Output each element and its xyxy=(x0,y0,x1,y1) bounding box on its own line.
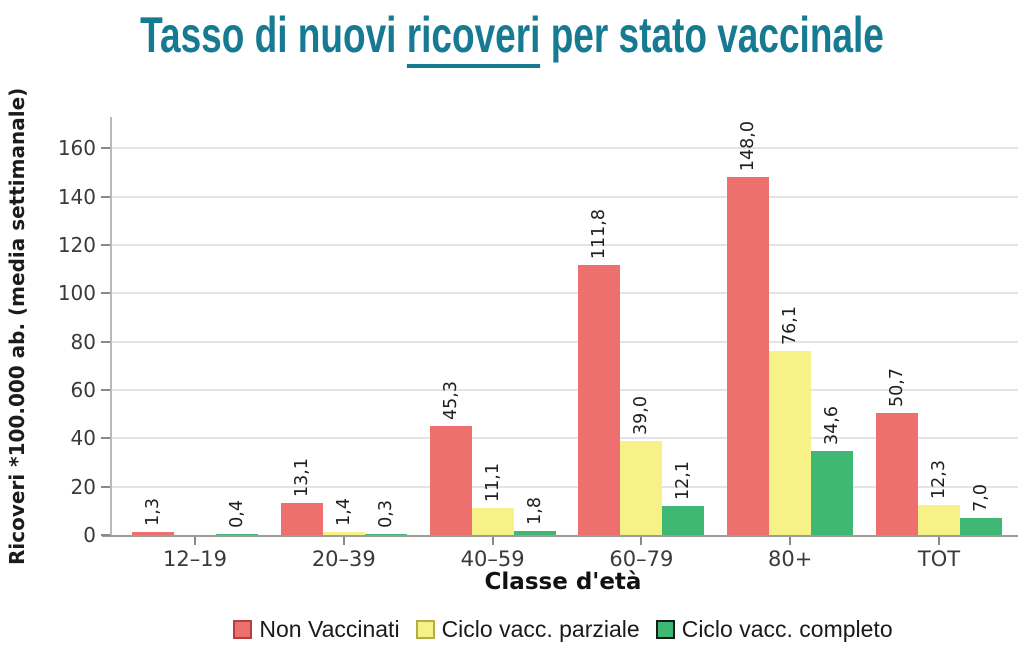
bar-ciclo-vacc-parziale-2 xyxy=(471,508,514,535)
bar-value-label: 12,1 xyxy=(673,460,694,500)
bar-value-label: 1,3 xyxy=(142,498,163,526)
bar-non-vaccinati-4 xyxy=(727,177,770,535)
bar-value-label: 111,8 xyxy=(589,208,610,259)
y-tick-label: 160 xyxy=(57,136,96,161)
bar-value-label: 45,3 xyxy=(440,380,461,420)
bar-non-vaccinati-2 xyxy=(429,425,472,535)
y-tick-mark xyxy=(101,485,110,488)
bar-non-vaccinati-3 xyxy=(578,264,621,535)
y-tick-label: 100 xyxy=(57,281,96,306)
legend-label: Ciclo vacc. completo xyxy=(681,615,893,642)
bar-ciclo-vacc-parziale-1 xyxy=(322,531,365,535)
bar-value-label: 12,3 xyxy=(928,460,949,500)
gridline xyxy=(112,244,1018,247)
x-tick-mark xyxy=(491,537,494,545)
bar-ciclo-vacc-completo-4 xyxy=(811,451,854,535)
gridline xyxy=(112,195,1018,198)
bar-value-label: 1,8 xyxy=(524,496,545,525)
legend-item: Non Vaccinati xyxy=(233,615,400,643)
legend-swatch-ciclo-vacc-parziale xyxy=(415,619,435,639)
x-tick-label: 80+ xyxy=(768,547,813,571)
gridline xyxy=(112,292,1018,295)
gridline xyxy=(112,147,1018,150)
x-axis-line xyxy=(102,535,1018,537)
plot-area: 0 20 40 60 80 100 120 140 160 12–19 20–39 40–59 60–7… xyxy=(58,117,1018,571)
bar-ciclo-vacc-completo-2 xyxy=(513,530,556,535)
bar-value-label: 34,6 xyxy=(822,406,843,446)
y-tick-mark xyxy=(101,195,110,198)
bar-value-label: 0,4 xyxy=(226,499,247,528)
bar-ciclo-vacc-completo-3 xyxy=(662,505,705,535)
y-tick-mark xyxy=(101,437,110,440)
bar-non-vaccinati-1 xyxy=(280,503,323,535)
x-axis-title: Classe d'età xyxy=(484,569,642,595)
y-tick-mark xyxy=(101,340,110,343)
y-tick-mark xyxy=(101,534,110,536)
bar-value-label: 148,0 xyxy=(738,121,759,172)
y-tick-mark xyxy=(101,244,110,247)
y-axis-title: Ricoveri *100.000 ab. (media settimanale… xyxy=(5,87,29,565)
title-text-start: Tasso di nuovi xyxy=(140,7,407,63)
bar-ciclo-vacc-parziale-3 xyxy=(620,440,663,535)
y-tick-label: 120 xyxy=(57,233,96,258)
x-tick-label: TOT xyxy=(917,547,961,571)
x-tick-mark xyxy=(938,537,940,545)
x-tick-mark xyxy=(342,537,345,545)
bar-value-label: 7,0 xyxy=(970,484,991,513)
legend-label: Ciclo vacc. parziale xyxy=(441,615,640,642)
x-tick-label: 60–79 xyxy=(609,547,674,571)
bar-ciclo-vacc-parziale-5 xyxy=(918,505,960,535)
gridline xyxy=(112,389,1018,392)
bar-ciclo-vacc-parziale-4 xyxy=(769,351,812,535)
gridline xyxy=(112,485,1018,488)
bar-value-label: 39,0 xyxy=(631,395,652,435)
legend-label: Non Vaccinati xyxy=(259,615,400,642)
y-tick-label: 140 xyxy=(57,184,96,209)
bar-value-label: 1,4 xyxy=(333,497,354,526)
bar-value-label: 11,1 xyxy=(482,463,503,503)
bar-ciclo-vacc-completo-1 xyxy=(364,533,407,535)
legend: Non Vaccinati Ciclo vacc. parziale Ciclo v… xyxy=(110,614,1016,644)
y-tick-label: 40 xyxy=(70,426,96,451)
y-tick-label: 20 xyxy=(70,474,96,499)
y-tick-mark xyxy=(101,147,110,150)
x-tick-mark xyxy=(194,537,196,545)
x-tick-label: 40–59 xyxy=(460,547,525,571)
y-tick-mark xyxy=(101,292,110,295)
legend-item: Ciclo vacc. parziale xyxy=(415,615,640,643)
bar-value-label: 50,7 xyxy=(886,367,907,407)
x-tick-label: 20–39 xyxy=(311,547,376,571)
bar-ciclo-vacc-completo-5 xyxy=(960,518,1002,535)
y-tick-label: 80 xyxy=(70,329,96,354)
legend-swatch-ciclo-vacc-completo xyxy=(655,619,675,639)
page-title: Tasso di nuovi ricoveri per stato vaccin… xyxy=(133,6,891,68)
bar-value-label: 76,1 xyxy=(780,306,801,346)
title-underlined-word: ricoveri xyxy=(406,7,541,68)
bar-non-vaccinati-0 xyxy=(132,531,174,535)
gridline xyxy=(112,340,1018,343)
x-tick-mark xyxy=(640,537,643,545)
y-tick-label: 60 xyxy=(70,378,96,403)
bar-value-label: 0,3 xyxy=(375,499,396,528)
legend-swatch-non-vaccinati xyxy=(233,619,253,639)
y-tick-label: 0 xyxy=(83,523,96,547)
bar-value-label: 13,1 xyxy=(291,458,312,498)
bar-non-vaccinati-5 xyxy=(876,412,918,535)
x-tick-mark xyxy=(789,537,792,545)
gridline xyxy=(112,437,1018,440)
legend-item: Ciclo vacc. completo xyxy=(655,615,893,643)
y-tick-mark xyxy=(101,389,110,392)
bar-ciclo-vacc-completo-0 xyxy=(216,533,258,535)
title-text-end: per stato vaccinale xyxy=(540,7,884,63)
x-tick-label: 12–19 xyxy=(163,547,227,571)
